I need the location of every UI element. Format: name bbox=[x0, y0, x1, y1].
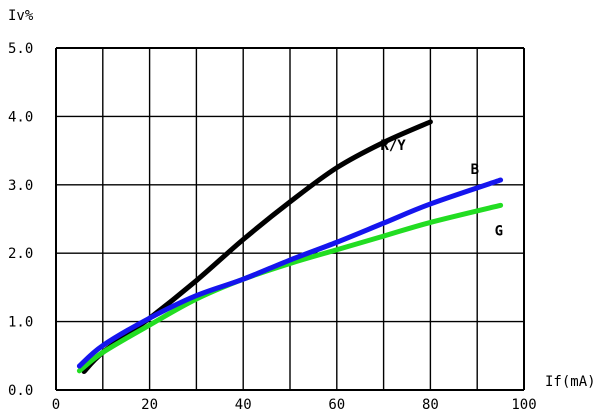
x-tick-label: 20 bbox=[141, 397, 158, 410]
series-label: B bbox=[471, 162, 479, 178]
series-label: G bbox=[495, 223, 503, 239]
series-label: R/Y bbox=[380, 138, 406, 154]
y-tick-label: 2.0 bbox=[8, 246, 33, 262]
chart-labels: Iv% If(mA) bbox=[8, 8, 596, 390]
y-tick-label: 0.0 bbox=[8, 383, 33, 399]
series-lines: R/Y G B bbox=[76, 119, 504, 375]
y-tick-label: 1.0 bbox=[8, 315, 33, 331]
x-tick-label: 80 bbox=[422, 397, 439, 410]
x-tick-label: 40 bbox=[235, 397, 252, 410]
x-tick-label: 0 bbox=[52, 397, 60, 410]
y-axis-label: Iv% bbox=[8, 8, 34, 24]
x-tick-label: 60 bbox=[328, 397, 345, 410]
y-tick-label: 5.0 bbox=[8, 41, 33, 57]
series-line-b bbox=[76, 177, 504, 369]
tick-labels: 0.0 1.0 2.0 3.0 4.0 5.0 0 20 40 60 80 100 bbox=[8, 41, 537, 413]
y-tick-label: 4.0 bbox=[8, 109, 33, 125]
grid bbox=[55, 47, 525, 391]
x-tick-label: 100 bbox=[511, 397, 536, 410]
x-axis-label: If(mA) bbox=[545, 374, 596, 390]
y-tick-label: 3.0 bbox=[8, 178, 33, 194]
